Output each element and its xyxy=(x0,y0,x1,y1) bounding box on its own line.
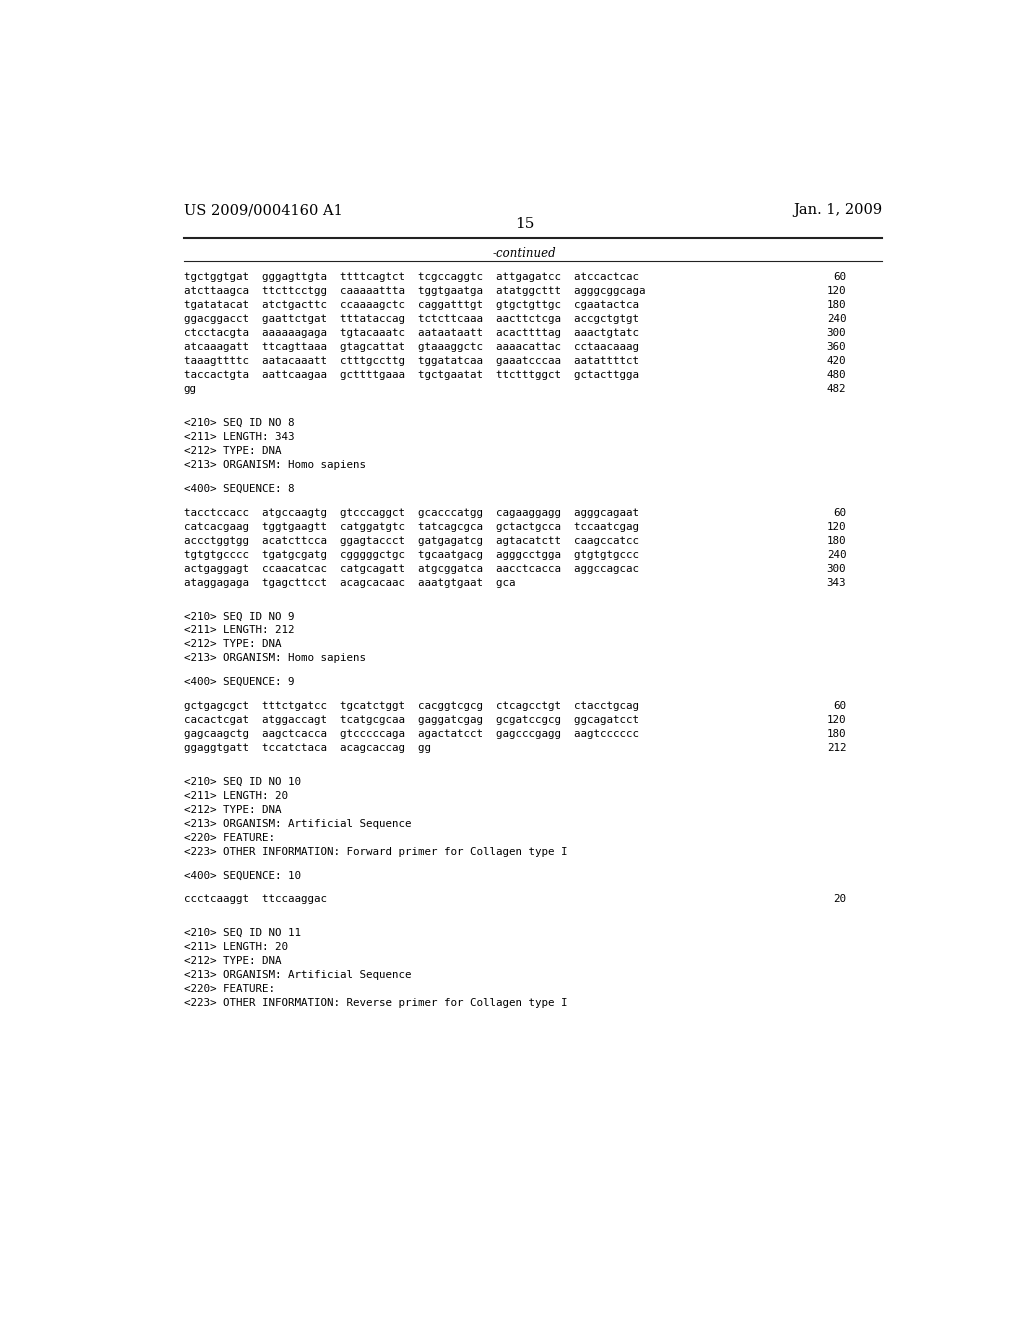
Text: 480: 480 xyxy=(826,371,846,380)
Text: 15: 15 xyxy=(515,218,535,231)
Text: 180: 180 xyxy=(826,300,846,310)
Text: 240: 240 xyxy=(826,549,846,560)
Text: <210> SEQ ID NO 11: <210> SEQ ID NO 11 xyxy=(183,928,301,937)
Text: gg: gg xyxy=(183,384,197,395)
Text: <210> SEQ ID NO 9: <210> SEQ ID NO 9 xyxy=(183,611,294,622)
Text: <213> ORGANISM: Homo sapiens: <213> ORGANISM: Homo sapiens xyxy=(183,461,366,470)
Text: <400> SEQUENCE: 8: <400> SEQUENCE: 8 xyxy=(183,484,294,494)
Text: gctgagcgct  tttctgatcc  tgcatctggt  cacggtcgcg  ctcagcctgt  ctacctgcag: gctgagcgct tttctgatcc tgcatctggt cacggtc… xyxy=(183,701,639,711)
Text: <211> LENGTH: 20: <211> LENGTH: 20 xyxy=(183,791,288,801)
Text: 60: 60 xyxy=(834,508,846,517)
Text: atcaaagatt  ttcagttaaa  gtagcattat  gtaaaggctc  aaaacattac  cctaacaaag: atcaaagatt ttcagttaaa gtagcattat gtaaagg… xyxy=(183,342,639,352)
Text: US 2009/0004160 A1: US 2009/0004160 A1 xyxy=(183,203,342,216)
Text: <223> OTHER INFORMATION: Reverse primer for Collagen type I: <223> OTHER INFORMATION: Reverse primer … xyxy=(183,998,567,1008)
Text: 343: 343 xyxy=(826,578,846,587)
Text: 212: 212 xyxy=(826,743,846,752)
Text: 120: 120 xyxy=(826,286,846,296)
Text: gagcaagctg  aagctcacca  gtcccccaga  agactatcct  gagcccgagg  aagtcccccc: gagcaagctg aagctcacca gtcccccaga agactat… xyxy=(183,729,639,739)
Text: tgatatacat  atctgacttc  ccaaaagctc  caggatttgt  gtgctgttgc  cgaatactca: tgatatacat atctgacttc ccaaaagctc caggatt… xyxy=(183,300,639,310)
Text: taaagttttc  aatacaaatt  ctttgccttg  tggatatcaa  gaaatcccaa  aatattttct: taaagttttc aatacaaatt ctttgccttg tggatat… xyxy=(183,356,639,367)
Text: actgaggagt  ccaacatcac  catgcagatt  atgcggatca  aacctcacca  aggccagcac: actgaggagt ccaacatcac catgcagatt atgcgga… xyxy=(183,564,639,574)
Text: <213> ORGANISM: Artificial Sequence: <213> ORGANISM: Artificial Sequence xyxy=(183,818,411,829)
Text: cacactcgat  atggaccagt  tcatgcgcaa  gaggatcgag  gcgatccgcg  ggcagatcct: cacactcgat atggaccagt tcatgcgcaa gaggatc… xyxy=(183,715,639,725)
Text: <223> OTHER INFORMATION: Forward primer for Collagen type I: <223> OTHER INFORMATION: Forward primer … xyxy=(183,846,567,857)
Text: 300: 300 xyxy=(826,329,846,338)
Text: -continued: -continued xyxy=(493,247,557,260)
Text: ccctcaaggt  ttccaaggac: ccctcaaggt ttccaaggac xyxy=(183,894,327,904)
Text: <211> LENGTH: 343: <211> LENGTH: 343 xyxy=(183,432,294,442)
Text: tgtgtgcccc  tgatgcgatg  cgggggctgc  tgcaatgacg  agggcctgga  gtgtgtgccc: tgtgtgcccc tgatgcgatg cgggggctgc tgcaatg… xyxy=(183,549,639,560)
Text: ggaggtgatt  tccatctaca  acagcaccag  gg: ggaggtgatt tccatctaca acagcaccag gg xyxy=(183,743,430,752)
Text: 482: 482 xyxy=(826,384,846,395)
Text: 60: 60 xyxy=(834,701,846,711)
Text: accctggtgg  acatcttcca  ggagtaccct  gatgagatcg  agtacatctt  caagccatcc: accctggtgg acatcttcca ggagtaccct gatgaga… xyxy=(183,536,639,545)
Text: <211> LENGTH: 20: <211> LENGTH: 20 xyxy=(183,942,288,952)
Text: Jan. 1, 2009: Jan. 1, 2009 xyxy=(793,203,882,216)
Text: <400> SEQUENCE: 10: <400> SEQUENCE: 10 xyxy=(183,870,301,880)
Text: <213> ORGANISM: Homo sapiens: <213> ORGANISM: Homo sapiens xyxy=(183,653,366,664)
Text: <210> SEQ ID NO 8: <210> SEQ ID NO 8 xyxy=(183,418,294,428)
Text: 240: 240 xyxy=(826,314,846,325)
Text: tacctccacc  atgccaagtg  gtcccaggct  gcacccatgg  cagaaggagg  agggcagaat: tacctccacc atgccaagtg gtcccaggct gcaccca… xyxy=(183,508,639,517)
Text: <212> TYPE: DNA: <212> TYPE: DNA xyxy=(183,446,281,455)
Text: 180: 180 xyxy=(826,729,846,739)
Text: catcacgaag  tggtgaagtt  catggatgtc  tatcagcgca  gctactgcca  tccaatcgag: catcacgaag tggtgaagtt catggatgtc tatcagc… xyxy=(183,521,639,532)
Text: 120: 120 xyxy=(826,521,846,532)
Text: atcttaagca  ttcttcctgg  caaaaattta  tggtgaatga  atatggcttt  agggcggcaga: atcttaagca ttcttcctgg caaaaattta tggtgaa… xyxy=(183,286,645,296)
Text: <212> TYPE: DNA: <212> TYPE: DNA xyxy=(183,805,281,814)
Text: <212> TYPE: DNA: <212> TYPE: DNA xyxy=(183,639,281,649)
Text: ctcctacgta  aaaaaagaga  tgtacaaatc  aataataatt  acacttttag  aaactgtatc: ctcctacgta aaaaaagaga tgtacaaatc aataata… xyxy=(183,329,639,338)
Text: taccactgta  aattcaagaa  gcttttgaaa  tgctgaatat  ttctttggct  gctacttgga: taccactgta aattcaagaa gcttttgaaa tgctgaa… xyxy=(183,371,639,380)
Text: <212> TYPE: DNA: <212> TYPE: DNA xyxy=(183,956,281,966)
Text: <213> ORGANISM: Artificial Sequence: <213> ORGANISM: Artificial Sequence xyxy=(183,970,411,979)
Text: <220> FEATURE:: <220> FEATURE: xyxy=(183,833,274,842)
Text: 120: 120 xyxy=(826,715,846,725)
Text: 20: 20 xyxy=(834,894,846,904)
Text: 360: 360 xyxy=(826,342,846,352)
Text: <400> SEQUENCE: 9: <400> SEQUENCE: 9 xyxy=(183,677,294,688)
Text: 60: 60 xyxy=(834,272,846,282)
Text: ggacggacct  gaattctgat  tttataccag  tctcttcaaa  aacttctcga  accgctgtgt: ggacggacct gaattctgat tttataccag tctcttc… xyxy=(183,314,639,325)
Text: <220> FEATURE:: <220> FEATURE: xyxy=(183,983,274,994)
Text: 180: 180 xyxy=(826,536,846,545)
Text: tgctggtgat  gggagttgta  ttttcagtct  tcgccaggtc  attgagatcc  atccactcac: tgctggtgat gggagttgta ttttcagtct tcgccag… xyxy=(183,272,639,282)
Text: <211> LENGTH: 212: <211> LENGTH: 212 xyxy=(183,626,294,635)
Text: ataggagaga  tgagcttcct  acagcacaac  aaatgtgaat  gca: ataggagaga tgagcttcct acagcacaac aaatgtg… xyxy=(183,578,515,587)
Text: 300: 300 xyxy=(826,564,846,574)
Text: 420: 420 xyxy=(826,356,846,367)
Text: <210> SEQ ID NO 10: <210> SEQ ID NO 10 xyxy=(183,776,301,787)
